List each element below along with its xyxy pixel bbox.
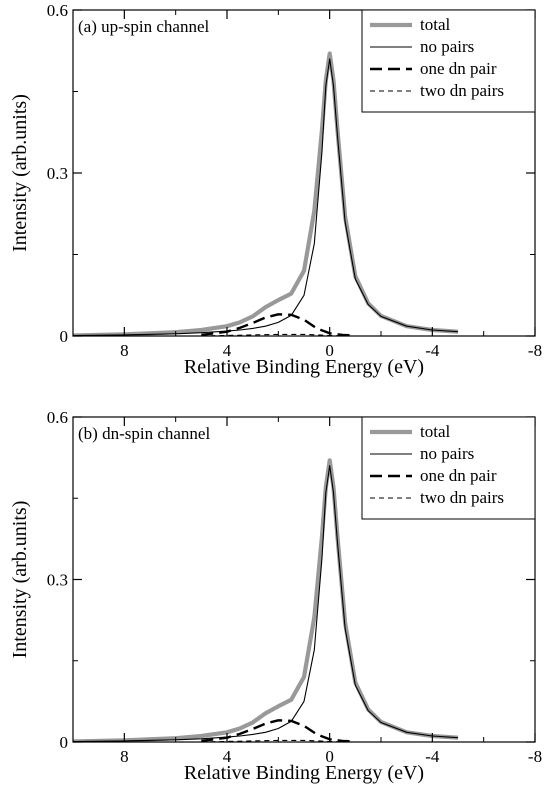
legend-label: one dn pair: [420, 466, 497, 485]
series-line-one-dn-pair: [201, 719, 356, 742]
x-tick-label: -4: [425, 747, 440, 766]
legend-label: two dn pairs: [420, 488, 504, 507]
legend-label: total: [420, 15, 450, 34]
panel-b: 8 4 0 -4 -8 0 0.3 0.6 Relative Binding Energy (e…: [9, 408, 542, 784]
x-tick-label: -4: [425, 341, 440, 360]
x-axis-label: Relative Binding Energy (eV): [184, 762, 424, 784]
legend-label: no pairs: [420, 444, 474, 463]
x-tick-label: -8: [528, 747, 542, 766]
y-axis-label: Intensity (arb.units): [9, 501, 31, 659]
legend-label: no pairs: [420, 37, 474, 56]
y-axis-label: Intensity (arb.units): [9, 94, 31, 252]
x-axis-label: Relative Binding Energy (eV): [184, 356, 424, 378]
x-tick-label: 4: [223, 341, 232, 360]
legend-label: two dn pairs: [420, 81, 504, 100]
panel-a: 8 4 0 -4 -8 0 0.3 0.6 Relative Binding Energy (e…: [9, 1, 542, 378]
x-tick-label: 0: [325, 747, 334, 766]
y-tick-label: 0.3: [47, 164, 68, 183]
legend-label: one dn pair: [420, 59, 497, 78]
panel-annotation: (a) up-spin channel: [78, 17, 210, 36]
x-tick-label: 8: [120, 341, 129, 360]
y-tick-label: 0.3: [47, 571, 68, 590]
x-tick-label: 4: [223, 747, 232, 766]
y-tick-label: 0: [60, 327, 69, 346]
series-line-total: [73, 51, 459, 336]
x-tick-label: 0: [325, 341, 334, 360]
x-tick-label: -8: [528, 341, 542, 360]
series-line-one-dn-pair: [201, 313, 356, 336]
y-tick-label: 0.6: [47, 408, 68, 427]
y-tick-label: 0: [60, 733, 69, 752]
panel-annotation: (b) dn-spin channel: [78, 424, 210, 443]
y-tick-label: 0.6: [47, 1, 68, 20]
legend-label: total: [420, 422, 450, 441]
series-line-total: [73, 458, 459, 742]
series-group: [73, 51, 459, 336]
series-group: [73, 458, 459, 742]
x-tick-label: 8: [120, 747, 129, 766]
